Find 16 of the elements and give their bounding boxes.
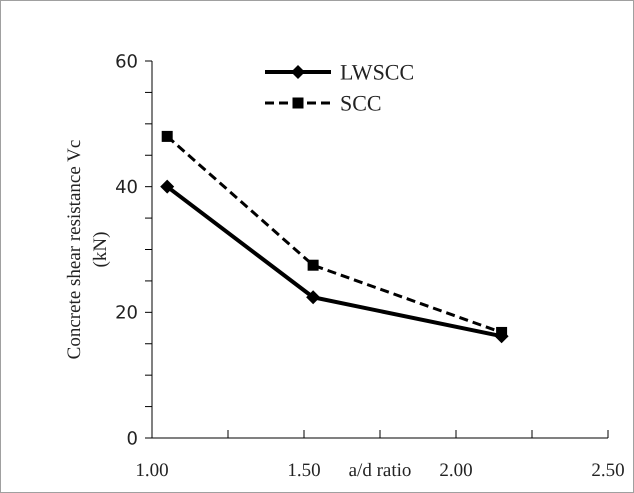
y-axis-title: Concrete shear resistance Vc (kN)	[64, 140, 111, 360]
x-tick-label: 2.50	[591, 460, 625, 481]
x-tick-label: 1.00	[135, 460, 169, 481]
y-tick-label: 40	[115, 176, 138, 198]
point	[308, 260, 319, 271]
y-tick-label: 60	[115, 51, 138, 72]
point	[306, 290, 320, 304]
x-tick-label: 2.00	[439, 460, 473, 481]
x-axis-title: a/d ratio	[348, 460, 412, 481]
y-tick-label: 20	[115, 302, 138, 324]
point	[160, 180, 174, 194]
legend-label: SCC	[340, 90, 382, 116]
point	[162, 130, 173, 142]
x-tick-label: 1.50	[287, 460, 321, 481]
y-tick-label: 0	[126, 428, 138, 450]
legend-label: LWSCC	[340, 60, 414, 85]
